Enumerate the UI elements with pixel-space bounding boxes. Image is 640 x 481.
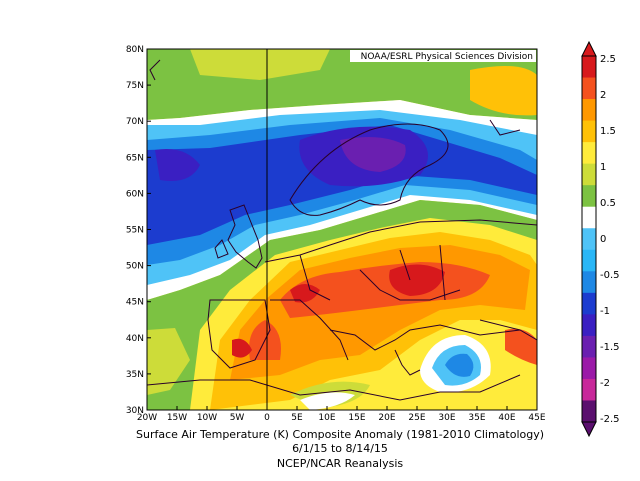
colorbar-tick-label: -1 (600, 306, 610, 317)
lon-tick-label: 30E (438, 413, 455, 423)
colorbar-segment (582, 335, 596, 358)
colorbar-tick-label: -2.5 (600, 414, 620, 425)
lon-tick-label: 40E (498, 413, 515, 423)
lat-tick-label: 75N (126, 81, 144, 91)
lon-tick-label: 15W (167, 413, 187, 423)
colorbar-segment (582, 185, 596, 208)
credit-label: NOAA/ESRL Physical Sciences Division (361, 52, 533, 62)
lon-tick-label: 25E (408, 413, 425, 423)
colorbar-tick-label: 0 (600, 234, 606, 245)
colorbar-segment (582, 142, 596, 165)
anomaly-field (147, 49, 537, 410)
lat-tick-label: 30N (126, 406, 144, 416)
colorbar-tick-label: -2 (600, 378, 610, 389)
colorbar-segment (582, 56, 596, 79)
lon-tick-label: 5W (230, 413, 245, 423)
lat-tick-label: 50N (126, 262, 144, 272)
colorbar-tick-label: 0.5 (600, 198, 616, 209)
colorbar-segment (582, 292, 596, 315)
lat-tick-label: 35N (126, 370, 144, 380)
caption-date-range: 6/1/15 to 8/14/15 (292, 442, 388, 455)
lon-tick-label: 20W (137, 413, 157, 423)
lon-tick-label: 15E (348, 413, 365, 423)
colorbar-segment (582, 163, 596, 186)
colorbar-top-arrow (581, 40, 597, 57)
colorbar-segment (582, 206, 596, 229)
colorbar-tick-label: 1 (600, 162, 606, 173)
colorbar-segment (582, 378, 596, 401)
lat-tick-label: 40N (126, 334, 144, 344)
lon-tick-label: 35E (468, 413, 485, 423)
lon-tick-label: 45E (528, 413, 545, 423)
colorbar-segment (582, 314, 596, 337)
lat-tick-label: 45N (126, 298, 144, 308)
longitude-axis: 20W 15W 10W 5W 0 5E 10E 15E 20E 25E 30E 35E 40E 45E (137, 406, 546, 423)
lon-tick-label: 0 (264, 413, 270, 423)
colorbar-segment (582, 357, 596, 380)
colorbar-segment (582, 99, 596, 122)
latitude-axis: 80N 75N 70N 65N 60N 55N 50N 45N 40N 35N 30N (126, 45, 151, 416)
colorbar-segment (582, 120, 596, 143)
colorbar-tick-label: 2 (600, 90, 606, 101)
colorbar-segment (582, 77, 596, 100)
caption-source: NCEP/NCAR Reanalysis (276, 457, 404, 470)
coastlines (147, 59, 537, 401)
colorbar-tick-label: 2.5 (600, 54, 616, 65)
colorbar-segment (582, 249, 596, 272)
lon-tick-label: 10E (318, 413, 335, 423)
colorbar-segment (582, 271, 596, 294)
colorbar-segment (582, 228, 596, 251)
colorbar-tick-label: -0.5 (600, 270, 620, 281)
lon-tick-label: 5E (291, 413, 303, 423)
lat-tick-label: 80N (126, 45, 144, 55)
lon-tick-label: 20E (378, 413, 395, 423)
caption-title: Surface Air Temperature (K) Composite An… (135, 428, 545, 441)
lat-tick-label: 65N (126, 153, 144, 163)
colorbar-frame (581, 55, 597, 423)
colorbar-segment (582, 400, 596, 423)
lat-tick-label: 70N (126, 117, 144, 127)
lat-tick-label: 55N (126, 226, 144, 236)
colorbar-tick-label: 1.5 (600, 126, 616, 137)
colorbar: 2.5 2 1.5 1 0.5 0 -0.5 -1 -1.5 -2 -2.5 (581, 40, 620, 438)
colorbar-tick-label: -1.5 (600, 342, 620, 353)
lon-tick-label: 10W (197, 413, 217, 423)
lat-tick-label: 60N (126, 189, 144, 199)
credit-box (350, 50, 536, 62)
